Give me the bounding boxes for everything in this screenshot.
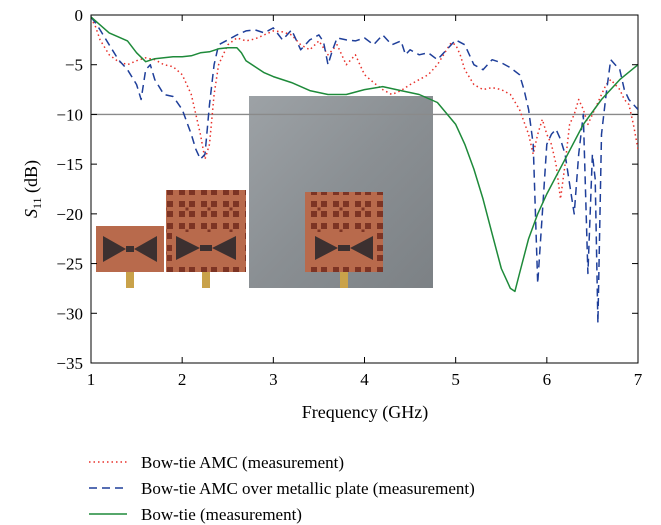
y-axis: 0 −5 −10 −15 −20 −25 −30 −35 xyxy=(56,6,638,373)
legend: Bow-tie AMC (measurement) Bow-tie AMC ov… xyxy=(89,453,475,524)
y-tick-label: −20 xyxy=(56,205,83,224)
bowtie-amc-on-plate-photo xyxy=(305,192,383,288)
y-axis-title-sub: 11 xyxy=(30,197,44,209)
y-tick-label: −15 xyxy=(56,155,83,174)
y-tick-label: −35 xyxy=(56,354,83,373)
x-axis: 1 2 3 4 5 6 7 xyxy=(87,15,643,389)
x-axis-title: Frequency (GHz) xyxy=(302,402,428,423)
legend-label-bowtie: Bow-tie (measurement) xyxy=(141,505,302,524)
series-line-amc xyxy=(91,17,638,200)
y-tick-label: −30 xyxy=(56,304,83,323)
x-tick-label: 5 xyxy=(451,370,460,389)
antenna-prototype-photos xyxy=(96,96,433,288)
legend-label-amc-metal: Bow-tie AMC over metallic plate (measure… xyxy=(141,479,475,498)
bowtie-amc-photo xyxy=(166,190,246,288)
x-tick-label: 3 xyxy=(269,370,278,389)
y-axis-title-main: S xyxy=(21,209,41,218)
x-tick-label: 7 xyxy=(634,370,643,389)
x-tick-label: 1 xyxy=(87,370,96,389)
legend-label-amc: Bow-tie AMC (measurement) xyxy=(141,453,344,472)
y-tick-label: 0 xyxy=(75,6,84,25)
y-axis-title: S11 (dB) xyxy=(21,160,44,218)
y-axis-title-unit: (dB) xyxy=(21,160,42,198)
x-tick-label: 6 xyxy=(543,370,552,389)
series-line-bowtie xyxy=(91,16,638,293)
series-line-amc-metal xyxy=(91,16,638,324)
y-tick-label: −25 xyxy=(56,255,83,274)
series-layer xyxy=(91,16,638,324)
y-tick-label: −5 xyxy=(65,56,83,75)
y-tick-label: −10 xyxy=(56,105,83,124)
bowtie-antenna-photo xyxy=(96,226,164,288)
x-tick-label: 2 xyxy=(178,370,187,389)
x-tick-label: 4 xyxy=(360,370,369,389)
